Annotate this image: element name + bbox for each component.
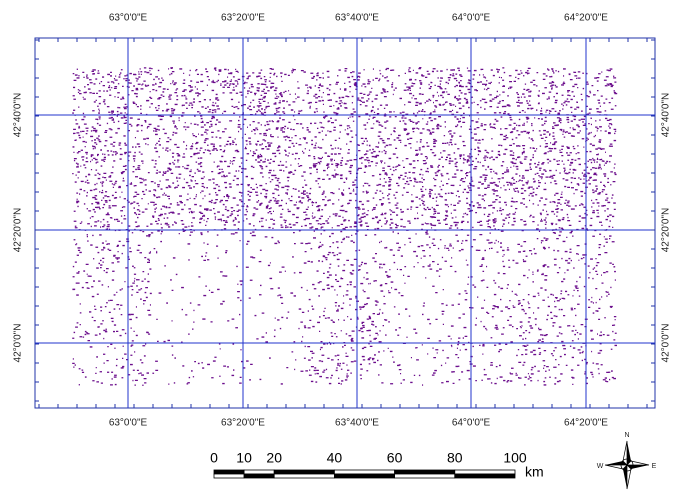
scale-segment <box>274 470 334 474</box>
scale-segment <box>334 470 394 474</box>
left-label: 42°0'0"N <box>13 324 24 363</box>
right-label: 42°0'0"N <box>661 324 672 363</box>
compass-point <box>623 441 627 465</box>
scale-label: 60 <box>387 450 403 466</box>
scale-segment <box>395 470 455 474</box>
scale-segment <box>274 474 334 478</box>
compass-point <box>605 465 627 469</box>
compass-label: N <box>624 432 629 439</box>
scale-label: 10 <box>236 450 252 466</box>
bottom-label: 64°20'0"E <box>564 418 608 429</box>
scale-label: 20 <box>266 450 282 466</box>
scale-segment <box>455 474 515 478</box>
right-label: 42°40'0"N <box>661 93 672 138</box>
top-label: 63°20'0"E <box>221 13 265 24</box>
graticule-labels: 63°0'0"E 63°0'0"E 63°20'0"E 63°20'0"E 63°40'… <box>13 13 672 429</box>
scale-unit: km <box>525 464 544 480</box>
compass-label: W <box>597 463 604 470</box>
graticule <box>35 38 655 408</box>
scale-label: 0 <box>210 450 218 466</box>
map: 63°0'0"E 63°0'0"E 63°20'0"E 63°20'0"E 63°40'… <box>0 0 675 499</box>
north-arrow: N W E <box>597 432 657 489</box>
left-label: 42°40'0"N <box>13 93 24 138</box>
bottom-label: 63°40'0"E <box>335 418 379 429</box>
bottom-label: 63°0'0"E <box>109 418 148 429</box>
scale-segment <box>214 470 244 474</box>
scale-label: 100 <box>503 450 527 466</box>
bottom-label: 63°20'0"E <box>221 418 265 429</box>
scale-segment <box>455 470 515 474</box>
scale-label: 80 <box>447 450 463 466</box>
top-label: 63°0'0"E <box>109 13 148 24</box>
left-label: 42°20'0"N <box>13 208 24 253</box>
top-label: 63°40'0"E <box>335 13 379 24</box>
scale-segment <box>395 474 455 478</box>
top-label: 64°0'0"E <box>452 13 491 24</box>
compass-label: E <box>652 463 657 470</box>
scale-segment <box>244 470 274 474</box>
scale-label: 40 <box>327 450 343 466</box>
bottom-label: 64°0'0"E <box>452 418 491 429</box>
scale-segment <box>214 474 244 478</box>
top-label: 64°20'0"E <box>564 13 608 24</box>
compass-point <box>627 461 649 465</box>
compass-point <box>627 465 631 489</box>
right-label: 42°20'0"N <box>661 208 672 253</box>
scale-segment <box>244 474 274 478</box>
scale-segment <box>334 474 394 478</box>
